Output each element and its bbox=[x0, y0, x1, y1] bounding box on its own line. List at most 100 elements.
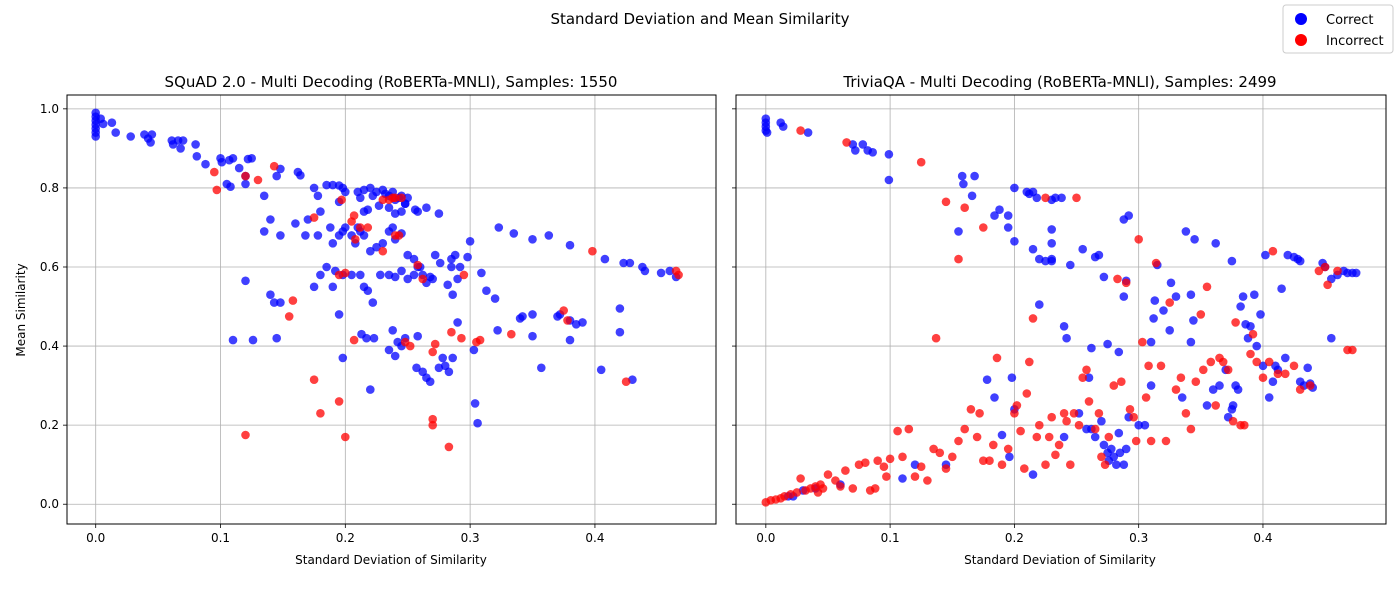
data-point bbox=[1211, 239, 1220, 248]
data-point bbox=[565, 335, 575, 345]
data-point bbox=[98, 119, 108, 129]
data-point bbox=[966, 405, 976, 414]
data-point bbox=[276, 298, 285, 307]
data-point bbox=[1138, 337, 1147, 347]
data-point bbox=[823, 470, 833, 479]
data-point bbox=[241, 179, 250, 189]
data-point bbox=[923, 476, 932, 485]
data-point bbox=[376, 270, 385, 280]
data-point bbox=[490, 294, 500, 303]
data-point bbox=[259, 191, 269, 201]
data-point bbox=[241, 171, 250, 181]
data-point bbox=[453, 318, 462, 327]
data-point bbox=[1119, 292, 1129, 301]
data-point bbox=[1211, 401, 1220, 410]
data-point bbox=[916, 157, 926, 167]
y-tick-label: 0.6 bbox=[40, 260, 59, 274]
data-point bbox=[470, 399, 480, 408]
legend-box bbox=[1282, 4, 1394, 54]
data-point bbox=[1246, 322, 1255, 331]
data-point bbox=[1112, 460, 1121, 470]
y-tick-label: 0.0 bbox=[40, 497, 59, 511]
plot-area-frame bbox=[735, 94, 1387, 525]
data-point bbox=[831, 476, 840, 485]
data-point bbox=[1047, 254, 1056, 264]
data-point bbox=[674, 270, 683, 280]
data-point bbox=[1032, 193, 1042, 203]
data-point bbox=[1107, 444, 1116, 454]
data-point bbox=[351, 235, 360, 244]
series-incorrect bbox=[761, 126, 1357, 507]
data-point bbox=[1010, 183, 1019, 193]
data-point bbox=[212, 185, 222, 195]
data-point bbox=[1078, 244, 1087, 254]
data-point bbox=[413, 260, 423, 270]
data-point bbox=[1305, 381, 1315, 390]
data-point bbox=[272, 333, 282, 343]
data-point bbox=[1218, 357, 1228, 367]
data-point bbox=[989, 440, 998, 450]
data-point bbox=[341, 187, 350, 197]
data-point bbox=[1121, 444, 1131, 454]
data-point bbox=[328, 239, 338, 248]
data-point bbox=[1090, 432, 1100, 442]
data-point bbox=[341, 223, 350, 232]
data-point bbox=[1181, 409, 1191, 418]
data-point bbox=[1233, 385, 1243, 394]
data-point bbox=[334, 270, 344, 280]
data-point bbox=[378, 195, 388, 205]
x-tick-label: 0.3 bbox=[461, 531, 480, 545]
data-point bbox=[640, 266, 650, 276]
data-point bbox=[1041, 460, 1050, 470]
data-point bbox=[1295, 256, 1305, 266]
figure-suptitle: Standard Deviation and Mean Similarity bbox=[550, 10, 849, 28]
data-point bbox=[1240, 420, 1249, 430]
data-point bbox=[1114, 428, 1124, 438]
data-point bbox=[960, 424, 969, 434]
data-point bbox=[217, 157, 227, 167]
data-point bbox=[1007, 373, 1017, 383]
data-point bbox=[954, 227, 963, 236]
data-point bbox=[1099, 440, 1109, 450]
data-point bbox=[1171, 385, 1181, 394]
data-point bbox=[818, 484, 828, 493]
data-point bbox=[1035, 420, 1044, 430]
y-axis-label: Mean Similarity bbox=[14, 263, 28, 356]
data-point bbox=[559, 306, 568, 315]
data-point bbox=[1351, 268, 1361, 278]
data-point bbox=[201, 159, 210, 169]
data-point bbox=[1151, 258, 1161, 268]
data-point bbox=[1149, 314, 1158, 323]
data-point bbox=[528, 331, 537, 341]
data-point bbox=[929, 444, 938, 454]
data-point bbox=[1295, 385, 1305, 394]
data-point bbox=[316, 270, 325, 280]
data-point bbox=[665, 266, 675, 276]
data-point bbox=[1165, 298, 1174, 307]
data-point bbox=[509, 229, 519, 238]
data-point bbox=[941, 464, 951, 473]
data-point bbox=[349, 335, 359, 345]
data-point bbox=[1022, 389, 1032, 398]
data-point bbox=[425, 377, 435, 387]
data-point bbox=[1206, 357, 1216, 367]
data-point bbox=[1003, 223, 1013, 232]
data-point bbox=[1323, 280, 1332, 290]
data-point bbox=[1166, 278, 1176, 288]
data-point bbox=[1125, 405, 1135, 414]
data-point bbox=[453, 274, 462, 284]
data-point bbox=[1020, 464, 1029, 473]
data-point bbox=[1066, 260, 1075, 270]
data-point bbox=[448, 290, 458, 300]
data-point bbox=[1320, 262, 1330, 272]
y-tick-label: 0.4 bbox=[40, 339, 59, 353]
data-point bbox=[494, 223, 504, 232]
data-point bbox=[948, 452, 957, 462]
data-point bbox=[301, 231, 310, 240]
data-point bbox=[309, 375, 319, 385]
data-point bbox=[228, 335, 238, 345]
data-point bbox=[904, 424, 914, 434]
x-tick-label: 0.3 bbox=[1129, 531, 1148, 545]
data-point bbox=[1051, 193, 1060, 203]
data-point bbox=[428, 420, 438, 430]
